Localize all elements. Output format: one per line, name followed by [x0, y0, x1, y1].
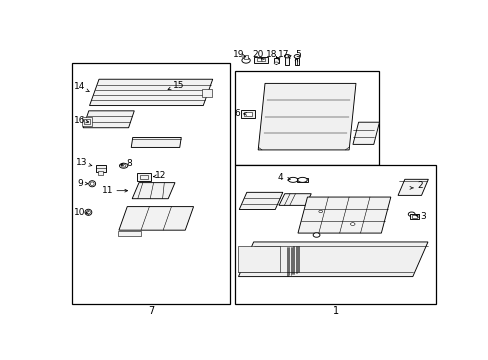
Text: 20: 20	[252, 50, 264, 59]
Text: 15: 15	[172, 81, 184, 90]
Text: 4: 4	[277, 173, 283, 182]
Polygon shape	[89, 79, 212, 105]
Text: 12: 12	[154, 171, 166, 180]
Bar	[296, 178, 307, 182]
Ellipse shape	[86, 211, 90, 214]
Text: 2: 2	[417, 181, 422, 190]
Bar	[96, 165, 106, 172]
Ellipse shape	[242, 58, 250, 63]
Text: 9: 9	[77, 179, 83, 188]
Bar	[235, 71, 379, 165]
Ellipse shape	[407, 212, 414, 216]
Ellipse shape	[297, 177, 306, 183]
Text: 1: 1	[332, 306, 338, 316]
Text: 10: 10	[74, 208, 86, 217]
Bar	[82, 117, 92, 126]
Bar	[253, 57, 267, 63]
Ellipse shape	[274, 62, 278, 64]
Text: 5: 5	[294, 50, 300, 59]
Bar	[118, 231, 141, 236]
Polygon shape	[83, 111, 134, 128]
Polygon shape	[297, 197, 390, 233]
Polygon shape	[397, 179, 427, 195]
Ellipse shape	[119, 163, 127, 168]
Text: 14: 14	[74, 82, 85, 91]
Bar	[72, 63, 229, 304]
Ellipse shape	[294, 55, 300, 58]
Bar	[409, 214, 418, 219]
Ellipse shape	[284, 55, 290, 58]
Polygon shape	[239, 192, 282, 210]
Bar	[411, 215, 417, 218]
Text: 18: 18	[265, 50, 277, 59]
Text: 3: 3	[419, 212, 425, 221]
Bar	[241, 110, 254, 118]
Polygon shape	[258, 84, 355, 150]
Bar	[235, 165, 435, 304]
Bar	[285, 57, 289, 66]
Bar	[257, 58, 264, 61]
Text: 11: 11	[102, 186, 113, 195]
Bar	[238, 246, 280, 273]
Polygon shape	[238, 242, 427, 276]
Text: 7: 7	[147, 306, 154, 316]
Bar	[202, 89, 211, 97]
Bar	[295, 58, 299, 66]
Bar	[98, 171, 103, 175]
Bar	[84, 119, 90, 125]
Polygon shape	[119, 207, 193, 230]
Text: 13: 13	[76, 158, 87, 167]
Bar	[274, 58, 278, 63]
Bar	[140, 175, 147, 179]
Polygon shape	[352, 122, 379, 144]
Ellipse shape	[312, 233, 319, 237]
Text: 16: 16	[74, 116, 86, 125]
Polygon shape	[279, 194, 311, 205]
Polygon shape	[132, 183, 175, 199]
Ellipse shape	[121, 164, 126, 167]
Ellipse shape	[89, 181, 96, 187]
Text: 19: 19	[232, 50, 244, 59]
Ellipse shape	[288, 177, 297, 183]
Bar	[137, 173, 150, 181]
Text: 17: 17	[278, 50, 289, 59]
Text: 8: 8	[126, 159, 132, 168]
Ellipse shape	[90, 182, 94, 185]
Ellipse shape	[85, 209, 92, 215]
Text: 6: 6	[234, 109, 240, 118]
Ellipse shape	[318, 210, 322, 212]
Bar	[244, 55, 248, 59]
Polygon shape	[131, 138, 181, 148]
Bar	[244, 112, 251, 116]
Ellipse shape	[350, 223, 354, 225]
